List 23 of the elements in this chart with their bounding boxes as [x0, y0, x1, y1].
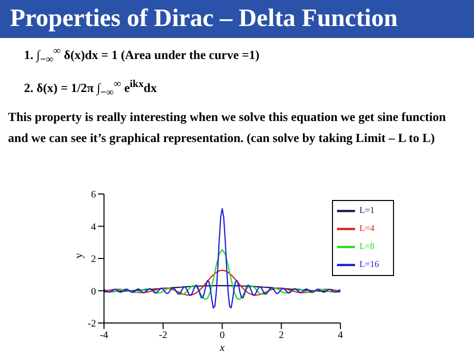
text: 1. ∫$_{−∞}$$^{∞}$ δ(x)dx = 1 (Area under the curve =1)	[24, 45, 260, 68]
legend-label: L=4	[359, 223, 374, 234]
text: 2. δ(x) = 1/2π ∫$_{−∞}$$^{∞}$ e$^{ikx}$dx	[24, 78, 158, 100]
x-tick-label: -4	[100, 330, 108, 342]
legend-label: L=16	[359, 259, 379, 270]
x-tick-label: 4	[338, 330, 343, 342]
y-tick-label: 4	[91, 222, 96, 233]
y-axis-title: y	[72, 252, 85, 258]
line-series	[104, 208, 340, 308]
x-axis-title: x	[218, 342, 225, 354]
x-tick-label: 2	[278, 330, 284, 342]
y-tick-label: 2	[91, 254, 96, 266]
x-tick-label: -2	[158, 330, 168, 342]
line-series	[104, 249, 340, 300]
legend-label: L=1	[359, 205, 374, 216]
y-tick-label: 6	[91, 190, 96, 201]
y-tick-label: 0	[91, 286, 96, 298]
x-tick-label: 0	[220, 330, 225, 342]
chart-title: Properties of Dirac – Delta Function	[0, 0, 474, 38]
text: This property is really interesting when we solve this equation we get sine function and we can see it’s graphical representation. (can solve by taking Limit – L to L)	[8, 109, 447, 148]
y-tick-label: -2	[88, 318, 96, 330]
legend-label: L=8	[359, 241, 374, 252]
line-series	[104, 270, 340, 296]
